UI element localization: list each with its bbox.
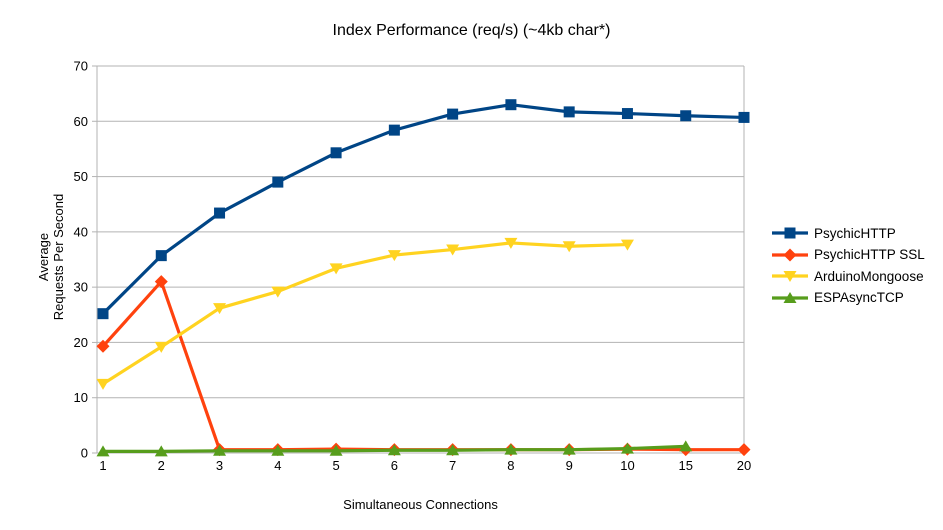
- legend-item-psychichttp: PsychicHTTP: [771, 225, 925, 241]
- data-point-marker: [737, 443, 751, 457]
- x-tick-label: 20: [737, 458, 751, 473]
- data-point-marker: [783, 248, 797, 261]
- x-tick-label: 9: [566, 458, 573, 473]
- data-point-marker: [96, 378, 110, 390]
- legend-swatch-diamond-icon: [772, 248, 808, 261]
- y-tick-label: 70: [74, 59, 88, 74]
- data-point-marker: [621, 108, 633, 120]
- x-tick-label: 8: [507, 458, 514, 473]
- data-point-marker: [329, 263, 343, 275]
- x-tick-label: 7: [449, 458, 456, 473]
- y-axis-title-line2: Requests Per Second: [51, 193, 66, 321]
- series-line-psychichttp-ssl: [101, 280, 746, 452]
- legend-label-espasynctcp: ESPAsyncTCP: [814, 290, 904, 305]
- y-tick-label: 40: [74, 224, 88, 239]
- x-tick-label: 5: [332, 458, 339, 473]
- x-tick-label: 1: [99, 458, 106, 473]
- data-point-marker: [783, 291, 797, 303]
- x-tick-label: 4: [274, 458, 281, 473]
- data-point-marker: [271, 286, 285, 298]
- data-point-marker: [679, 440, 693, 452]
- legend-swatch-triangle-up-icon: [772, 291, 808, 303]
- data-point-marker: [387, 250, 401, 262]
- x-tick-label: 3: [216, 458, 223, 473]
- x-tick-label: 2: [158, 458, 165, 473]
- data-point-marker: [329, 444, 343, 456]
- legend-item-psychichttp-ssl: PsychicHTTP SSL: [771, 247, 925, 263]
- data-point-marker: [214, 207, 226, 219]
- legend-label-arduinomongoose: ArduinoMongoose: [814, 268, 924, 284]
- y-tick-label: 0: [81, 446, 88, 461]
- y-tick-label: 20: [74, 335, 88, 350]
- data-point-marker: [388, 124, 400, 136]
- data-point-marker: [213, 444, 227, 456]
- series-line-arduinomongoose: [101, 241, 630, 386]
- y-axis-title: Average Requests Per Second: [36, 194, 66, 320]
- y-tick-label: 50: [74, 169, 88, 184]
- series-line-psychichttp: [101, 103, 746, 316]
- data-point-marker: [562, 443, 576, 455]
- data-point-marker: [563, 106, 575, 118]
- x-axis-title: Simultaneous Connections: [343, 497, 498, 512]
- x-tick-label: 15: [678, 458, 692, 473]
- data-point-marker: [330, 147, 342, 159]
- x-tick-label: 6: [391, 458, 398, 473]
- legend: PsychicHTTP PsychicHTTP SSL ArduinoMongoos…: [771, 225, 925, 311]
- legend-item-arduinomongoose: ArduinoMongoose: [771, 268, 925, 284]
- data-point-marker: [562, 241, 576, 253]
- data-point-marker: [504, 237, 518, 249]
- legend-item-espasynctcp: ESPAsyncTCP: [771, 290, 925, 306]
- data-point-marker: [96, 339, 110, 353]
- data-point-marker: [97, 308, 109, 320]
- data-point-marker: [446, 244, 460, 256]
- data-point-marker: [272, 176, 284, 188]
- y-tick-label: 60: [74, 114, 88, 129]
- data-point-marker: [738, 111, 750, 123]
- data-point-marker: [620, 239, 634, 251]
- data-point-marker: [783, 271, 797, 282]
- data-point-marker: [620, 442, 634, 454]
- data-point-marker: [784, 227, 796, 239]
- data-point-marker: [447, 108, 459, 120]
- data-point-marker: [505, 99, 517, 111]
- data-point-marker: [504, 443, 518, 455]
- data-point-marker: [155, 250, 167, 262]
- y-axis-title-line1: Average: [36, 232, 51, 282]
- x-tick-label: 10: [620, 458, 634, 473]
- legend-swatch-square-icon: [772, 227, 808, 239]
- data-point-marker: [387, 444, 401, 456]
- data-point-marker: [446, 444, 460, 456]
- y-tick-label: 30: [74, 280, 88, 295]
- legend-label-psychichttp: PsychicHTTP: [814, 225, 896, 241]
- data-point-marker: [96, 445, 110, 457]
- data-point-marker: [680, 110, 692, 122]
- legend-label-psychichttp-ssl: PsychicHTTP SSL: [814, 247, 925, 262]
- chart-title: Index Performance (req/s) (~4kb char*): [332, 22, 611, 39]
- data-point-marker: [154, 445, 168, 457]
- legend-swatch-triangle-down-icon: [772, 271, 808, 282]
- data-point-marker: [154, 275, 168, 289]
- y-tick-label: 10: [74, 390, 88, 405]
- data-point-marker: [271, 444, 285, 456]
- data-point-marker: [154, 341, 168, 353]
- data-point-marker: [213, 303, 227, 315]
